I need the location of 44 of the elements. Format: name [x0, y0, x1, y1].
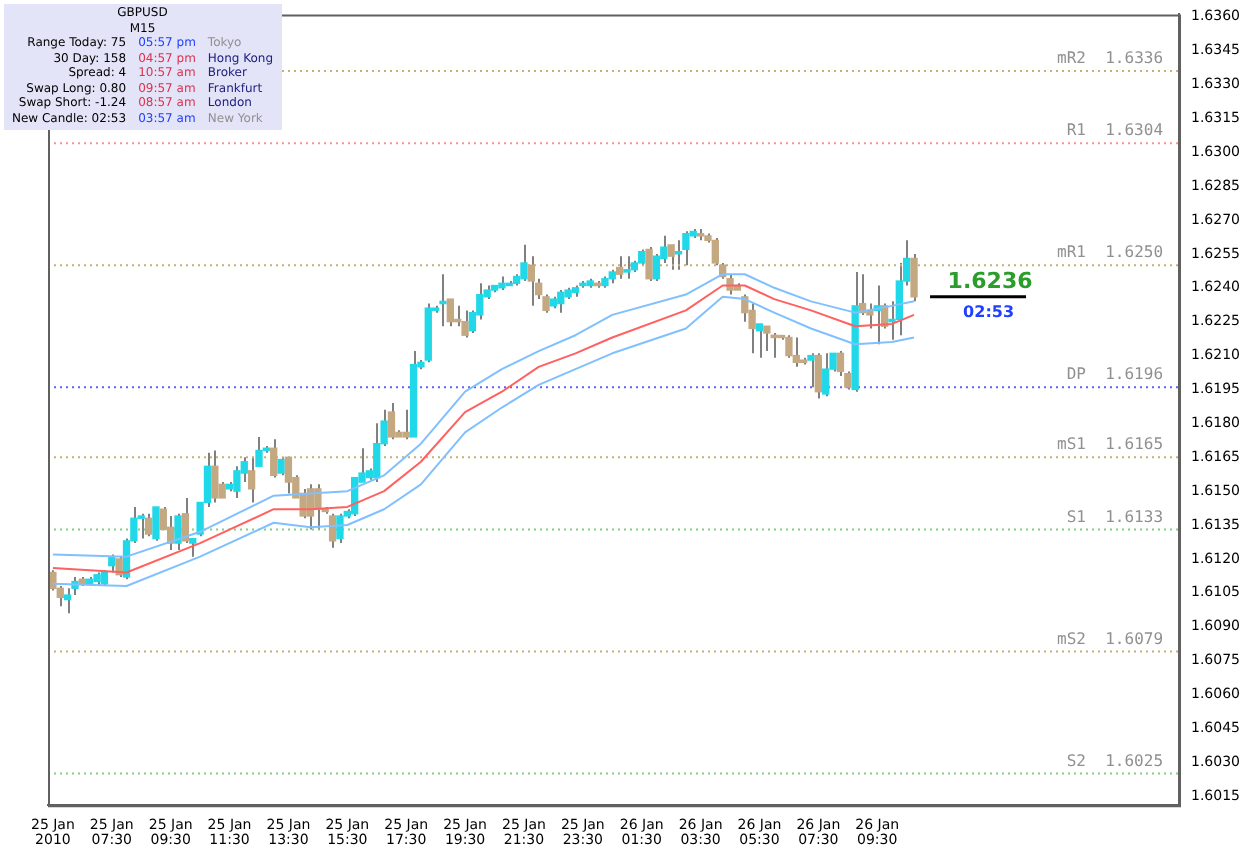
ref-line-label: DP 1.6196	[1066, 365, 1164, 384]
candlestick	[144, 512, 153, 538]
candlestick	[284, 456, 293, 495]
candlestick	[233, 465, 241, 499]
ref-line-label: mR2 1.6336	[1057, 49, 1164, 68]
candlestick	[520, 243, 528, 283]
candlestick	[763, 325, 771, 353]
candlestick	[181, 496, 190, 545]
candlestick	[247, 456, 256, 504]
candlestick	[748, 302, 756, 355]
candlestick	[277, 456, 285, 477]
candlestick	[373, 422, 381, 484]
ref-line-label: mR1 1.6250	[1057, 243, 1164, 262]
candlestick	[807, 352, 815, 389]
candlestick	[439, 273, 447, 328]
candlestick	[152, 505, 160, 542]
ref-line-label: mS2 1.6079	[1057, 629, 1164, 648]
candlestick	[645, 246, 653, 283]
ref-line-label: S2 1.6025	[1066, 751, 1164, 770]
candlestick	[270, 438, 278, 479]
candlestick	[792, 336, 800, 368]
candlestick	[652, 252, 661, 283]
candlestick	[615, 255, 624, 280]
candlestick	[336, 512, 344, 545]
candlestick	[814, 352, 823, 400]
annotation: 02:53	[963, 302, 1015, 321]
candlestick	[402, 408, 410, 441]
candlestick	[461, 309, 469, 339]
candlestick	[211, 449, 219, 504]
candlestick	[674, 239, 683, 271]
candlestick	[137, 512, 145, 540]
ref-line-label: S1 1.6133	[1066, 507, 1164, 526]
candlestick	[785, 334, 793, 359]
candlestick	[328, 512, 337, 549]
candlestick	[557, 289, 565, 314]
candlestick	[174, 512, 182, 551]
ref-line-label: mS1 1.6165	[1057, 435, 1164, 454]
candlestick	[387, 402, 396, 441]
annotation: 1.6236	[947, 267, 1034, 294]
candlestick	[682, 230, 690, 267]
candlestick	[822, 352, 830, 398]
candlestick	[667, 243, 675, 271]
candlestick	[623, 255, 631, 280]
ref-line-label: R1 1.6304	[1066, 121, 1164, 140]
